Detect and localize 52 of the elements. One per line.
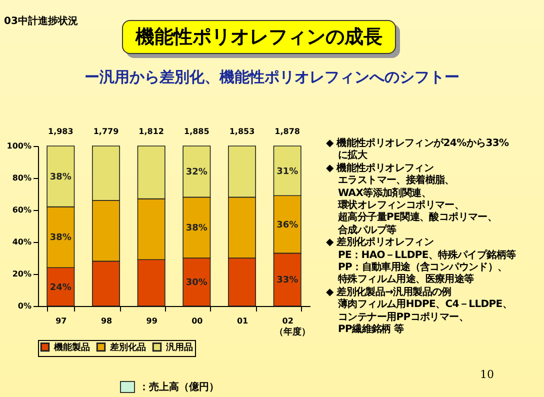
text: 1,885 (184, 127, 210, 136)
data-label: 36% (276, 220, 298, 230)
text: ◆ 機能性ポリオレフィン (326, 162, 435, 174)
x-tick-label: 98 (100, 316, 112, 326)
x-tick-label: 97 (56, 316, 67, 326)
text: に拡大 (337, 150, 368, 162)
text: WAX等添加剤関連、 (337, 188, 432, 200)
x-tick-label: 01 (236, 316, 248, 326)
legend-label: 機能製品 (53, 342, 90, 354)
data-label: 38% (186, 224, 208, 234)
chart-subtitle: ー汎用から差別化、機能性ポリオレフィンへのシフトー (84, 68, 460, 87)
data-label: 33% (276, 276, 298, 286)
text: 10 (480, 368, 494, 381)
text: PE：HAO－LLDPE、特殊パイプ銘柄等 (337, 250, 517, 262)
legend-label: 差別化品 (109, 342, 146, 354)
text: 環状オレフィンコポリマー、 (336, 200, 466, 212)
data-label: 38% (50, 233, 72, 244)
data-label: 31% (276, 166, 298, 177)
text: ◆ 機能性ポリオレフィンが24%から33% (326, 138, 510, 150)
text: 03中計進捗状況 (4, 14, 78, 28)
y-tick-label: 20% (12, 270, 32, 278)
text: ◆ 差別化製品→汎用製品の例 (326, 286, 452, 298)
text: 1,853 (229, 127, 255, 136)
text: 合成パルプ等 (337, 224, 398, 236)
data-label: 38% (50, 172, 72, 182)
y-tick-label: 100% (6, 142, 32, 150)
chart-title: 機能性ポリオレフィンの成長 (122, 20, 396, 54)
data-label: 32% (186, 168, 208, 178)
y-tick-label: 80% (12, 174, 32, 182)
legend-label: 汎用品 (165, 342, 193, 354)
text: ：売上高（億円） (139, 380, 219, 394)
y-tick-label: 40% (12, 238, 32, 246)
data-label: 24% (50, 282, 72, 293)
text: コンテナー用PPコポリマー、 (337, 312, 470, 324)
y-tick-label: 60% (12, 206, 32, 214)
text: 超高分子量PE関連、酸コポリマー、 (337, 212, 498, 224)
text: 特殊フィルム用途、医療用途等 (336, 274, 475, 286)
y-tick-label: 0% (18, 302, 32, 310)
x-tick-label: 02 (282, 316, 294, 326)
text: 1,878 (274, 127, 300, 136)
x-axis-title: （年度） (274, 326, 310, 338)
text: PP繊維銘柄 等 (337, 324, 405, 336)
text: 1,983 (48, 127, 74, 136)
text: 薄肉フィルム用HDPE、C4－LLDPE、 (337, 299, 514, 312)
text: PP：自動車用途（含コンパウンド）、 (337, 262, 508, 274)
text: エラストマー、接着樹脂、 (337, 175, 456, 187)
text: 1,812 (138, 127, 164, 136)
text: 1,779 (93, 127, 120, 136)
x-tick-label: 99 (146, 316, 158, 326)
x-tick-label: 00 (192, 316, 204, 326)
data-label: 30% (186, 278, 208, 288)
text: ◆ 差別化ポリオレフィン (326, 237, 435, 250)
